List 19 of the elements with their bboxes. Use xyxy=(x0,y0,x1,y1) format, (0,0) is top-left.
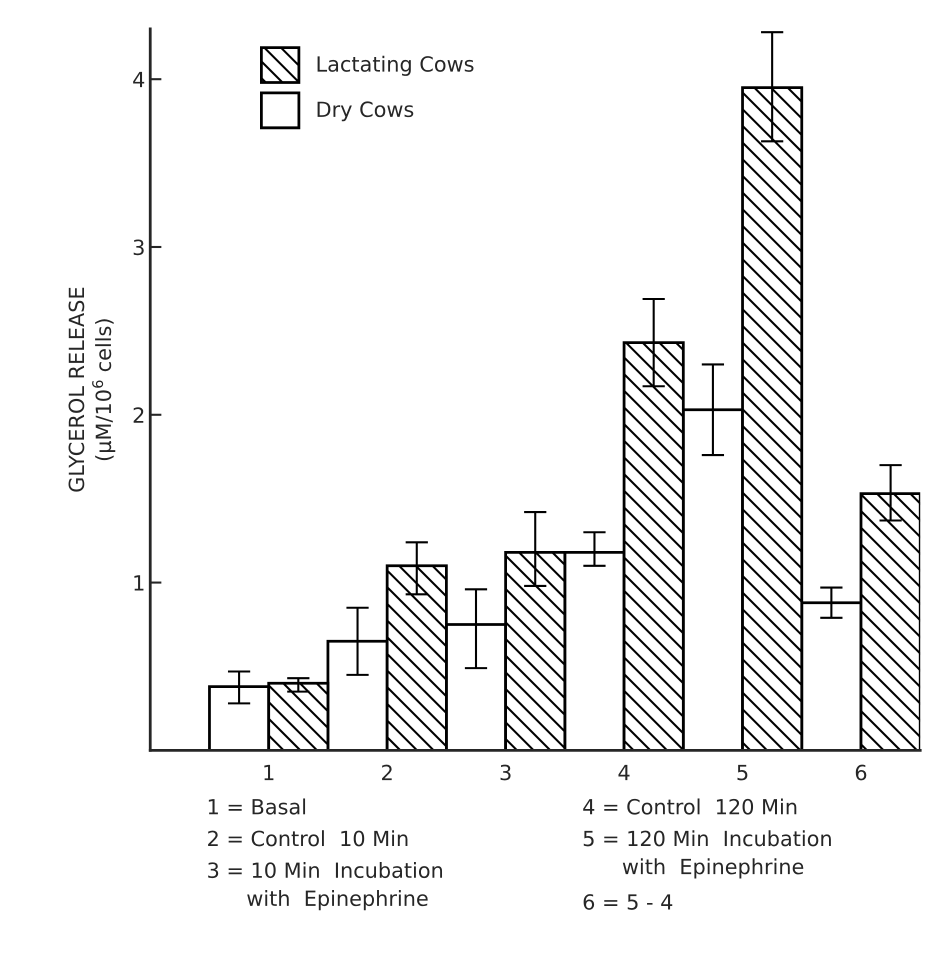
text: 3 = 10 Min Incubation with Epinephrine xyxy=(208,862,442,910)
y-tick-label: 3 xyxy=(134,239,144,256)
text: 4 = Control 120 Min xyxy=(583,798,796,815)
x-tick-label: 5 xyxy=(738,764,748,780)
x-tick-label: 3 xyxy=(500,764,511,780)
y-axis-title: GLYCEROL RELEASE (μM/10$^{6}$ cells) xyxy=(68,288,116,492)
x-tick-label: 4 xyxy=(618,764,630,780)
text: 6 = 5 - 4 xyxy=(584,894,672,910)
y-tick-label: 1 xyxy=(134,575,144,590)
x-tick-label: 2 xyxy=(382,764,392,780)
y-tick-label: 4 xyxy=(133,72,144,88)
text: 1 = Basal xyxy=(208,798,306,815)
legend-label: Dry Cows xyxy=(318,101,414,122)
y-tick-label: 2 xyxy=(134,407,144,423)
legend-label: Lactating Cows xyxy=(318,56,474,76)
text: 2 = Control 10 Min xyxy=(208,830,408,846)
text: 5 = 120 Min Incubation with Epinephrine xyxy=(584,830,831,878)
x-tick-label: 1 xyxy=(264,764,274,780)
x-tick-label: 6 xyxy=(856,764,866,780)
